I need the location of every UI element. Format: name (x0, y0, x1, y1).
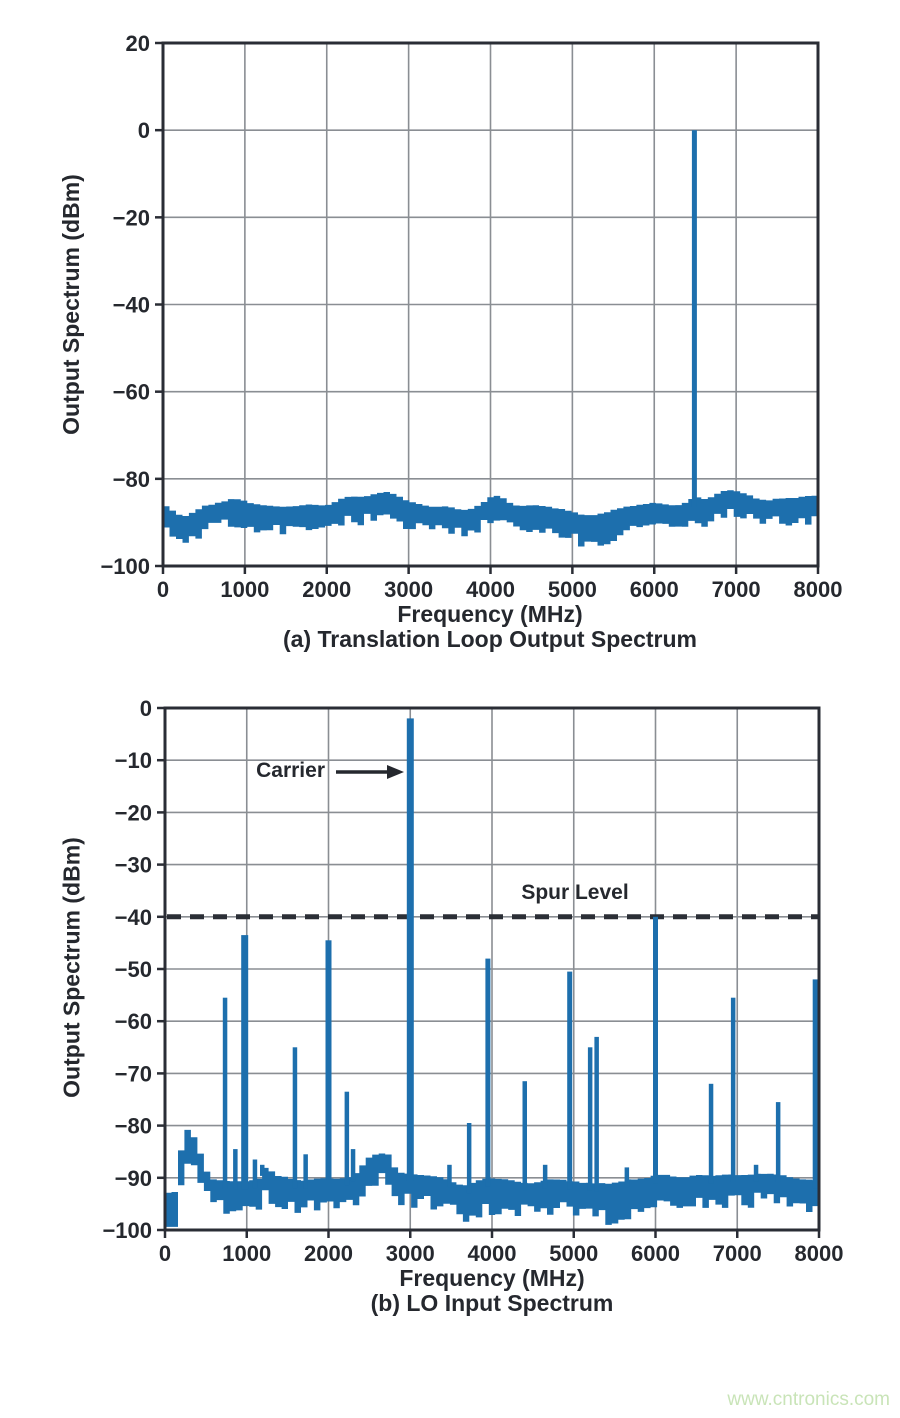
svg-text:−60: −60 (115, 1009, 152, 1034)
svg-text:3000: 3000 (384, 577, 433, 602)
svg-text:5000: 5000 (548, 577, 597, 602)
svg-text:−80: −80 (115, 1114, 152, 1139)
svg-text:1000: 1000 (220, 577, 269, 602)
svg-text:7000: 7000 (713, 1241, 762, 1266)
axis-ticks (157, 706, 821, 1238)
spur-level-annotation-label: Spur Level (521, 881, 629, 904)
svg-text:8000: 8000 (794, 577, 843, 602)
svg-text:−40: −40 (113, 293, 150, 318)
svg-text:3000: 3000 (386, 1241, 435, 1266)
tick-labels: 20 0 −20 −40 −60 −80 −100 0 1000 2000 3000 4000 5000… (100, 31, 842, 602)
svg-text:−20: −20 (115, 800, 152, 825)
tick-labels: 0 −10 −20 −30 −40 −50 −60 −70 −80 −90 −100 0 1000 200… (102, 696, 843, 1266)
svg-text:−70: −70 (115, 1061, 152, 1086)
svg-text:4000: 4000 (468, 1241, 517, 1266)
svg-text:0: 0 (159, 1241, 171, 1266)
chart-a-y-axis-label: Output Spectrum (dBm) (58, 174, 84, 435)
chart-a-x-axis-label: Frequency (MHz) (397, 601, 583, 627)
svg-text:−30: −30 (115, 853, 152, 878)
svg-text:6000: 6000 (630, 577, 679, 602)
svg-text:−40: −40 (115, 905, 152, 930)
svg-text:6000: 6000 (631, 1241, 680, 1266)
carrier-annotation-label: Carrier (256, 759, 325, 782)
svg-text:8000: 8000 (795, 1241, 844, 1266)
svg-text:0: 0 (157, 577, 169, 602)
svg-text:4000: 4000 (466, 577, 515, 602)
svg-text:−50: −50 (115, 957, 152, 982)
svg-text:−20: −20 (113, 205, 150, 230)
chart-a-caption: (a) Translation Loop Output Spectrum (283, 626, 697, 652)
gridlines (163, 43, 818, 566)
svg-text:1000: 1000 (222, 1241, 271, 1266)
svg-text:−80: −80 (113, 467, 150, 492)
svg-text:−100: −100 (100, 554, 150, 579)
svg-text:2000: 2000 (304, 1241, 353, 1266)
noise-floor-trace (163, 490, 818, 547)
chart-b-caption: (b) LO Input Spectrum (370, 1290, 614, 1316)
spur-bars (222, 718, 819, 1194)
svg-text:−90: −90 (115, 1166, 152, 1191)
svg-text:0: 0 (140, 696, 152, 721)
carrier-arrow-icon (336, 765, 404, 779)
spur-bars (691, 130, 697, 507)
watermark-text: www.cntronics.com (727, 1389, 890, 1410)
svg-text:−10: −10 (115, 748, 152, 773)
svg-text:−60: −60 (113, 380, 150, 405)
chart-a-plot: 20 0 −20 −40 −60 −80 −100 0 1000 2000 3000 4000 5000… (100, 31, 842, 602)
chart-b-y-axis-label: Output Spectrum (dBm) (58, 837, 85, 1098)
noise-floor-trace (165, 1129, 819, 1227)
svg-text:7000: 7000 (712, 577, 761, 602)
chart-b-plot: 0 −10 −20 −30 −40 −50 −60 −70 −80 −90 −100 0 1000 200… (102, 696, 843, 1266)
svg-text:0: 0 (138, 118, 150, 143)
svg-text:20: 20 (126, 31, 150, 56)
svg-text:2000: 2000 (302, 577, 351, 602)
chart-b-x-axis-label: Frequency (MHz) (399, 1265, 585, 1291)
gridlines (165, 708, 819, 1230)
axis-ticks (155, 41, 820, 574)
svg-text:−100: −100 (102, 1218, 152, 1243)
svg-text:5000: 5000 (549, 1241, 598, 1266)
